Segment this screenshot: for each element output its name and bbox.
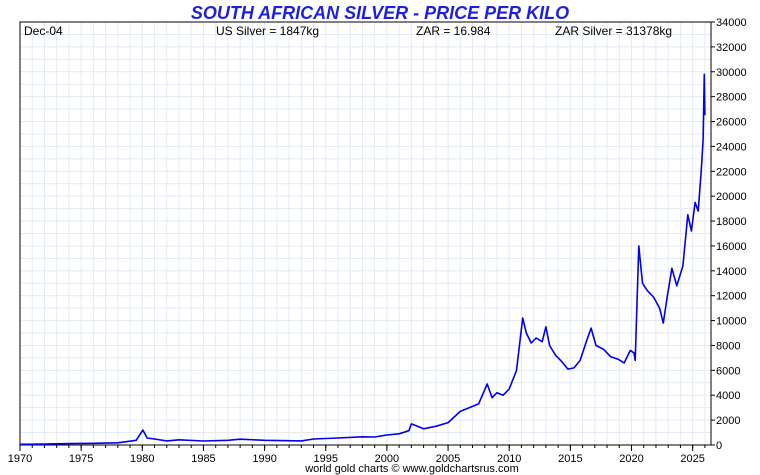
y-tick-label: 24000: [716, 141, 747, 153]
y-tick-label: 6000: [716, 365, 740, 377]
series-line: [19, 73, 706, 446]
x-tick-label: 2010: [497, 453, 521, 465]
y-tick-label: 20000: [716, 191, 747, 203]
y-tick-label: 18000: [716, 216, 747, 228]
x-tick-label: 1975: [69, 453, 93, 465]
x-tick-label: 2000: [375, 453, 399, 465]
x-axis: 1970 1975 1980 1985 1990 1995 2000 2005 2010 2015…: [8, 445, 706, 465]
y-tick-label: 2000: [716, 415, 740, 427]
x-tick-label: 2005: [436, 453, 460, 465]
x-tick-label: 2015: [558, 453, 582, 465]
y-tick-label: 26000: [716, 117, 747, 129]
y-tick-label: 12000: [716, 291, 747, 303]
y-tick-label: 4000: [716, 390, 740, 402]
chart-title: SOUTH AFRICAN SILVER - PRICE PER KILO: [191, 3, 569, 23]
y-tick-label: 22000: [716, 166, 747, 178]
x-tick-label: 1995: [314, 453, 338, 465]
info-zar: ZAR = 16.984: [416, 24, 491, 38]
y-tick-label: 30000: [716, 67, 747, 79]
y-tick-label: 32000: [716, 42, 747, 54]
info-zar-silver: ZAR Silver = 31378kg: [555, 24, 672, 38]
x-tick-label: 2025: [680, 453, 704, 465]
series-layer: [19, 73, 706, 446]
y-axis: 0 2000 4000 6000 8000 10000 12000 14000 16000 180…: [711, 17, 747, 452]
y-tick-label: 34000: [716, 17, 747, 29]
y-tick-label: 0: [716, 440, 722, 452]
x-tick-label: 1990: [252, 453, 276, 465]
chart-footer: world gold charts © www.goldchartsrus.co…: [304, 463, 519, 475]
y-tick-label: 28000: [716, 92, 747, 104]
y-tick-label: 16000: [716, 241, 747, 253]
grid-lines: [19, 21, 711, 446]
x-tick-label: 2020: [619, 453, 643, 465]
x-tick-label: 1980: [130, 453, 154, 465]
info-us-silver: US Silver = 1847kg: [216, 24, 319, 38]
y-tick-label: 14000: [716, 266, 747, 278]
plot-frame: [19, 21, 712, 446]
x-tick-label: 1970: [8, 453, 32, 465]
y-tick-label: 8000: [716, 340, 740, 352]
x-tick-label: 1985: [191, 453, 215, 465]
y-tick-label: 10000: [716, 316, 747, 328]
info-date: Dec-04: [24, 24, 63, 38]
